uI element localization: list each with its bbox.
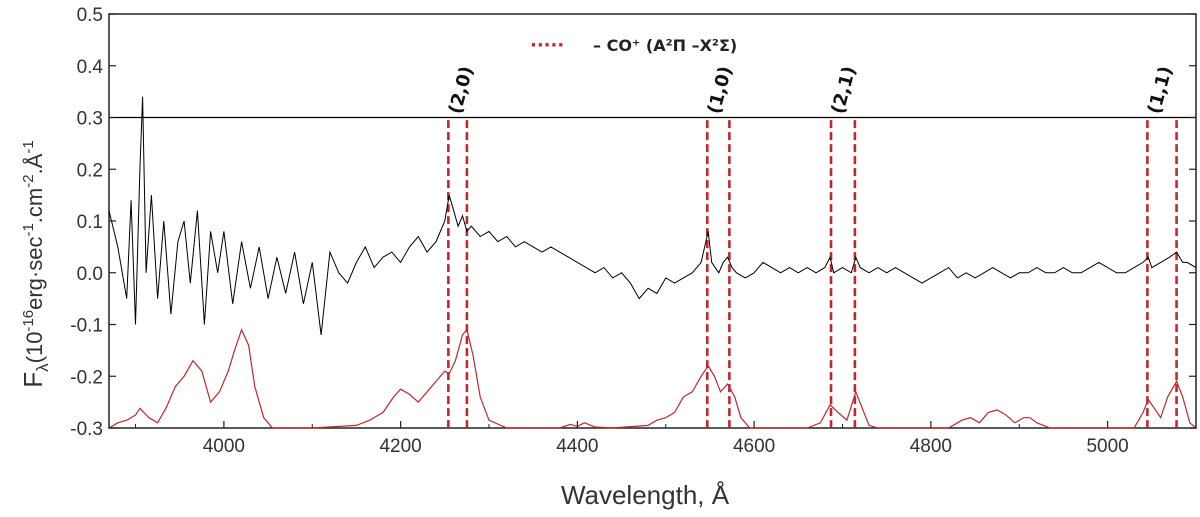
- y-tick-label: -0.1: [70, 316, 103, 337]
- legend-label: – CO⁺ (A²Π –X²Σ): [593, 36, 737, 55]
- band-label: (1,1): [1144, 64, 1177, 116]
- legend-dash-marker: ·····: [530, 35, 564, 56]
- x-axis: 4000 4200 4400 4600 4800 5000: [135, 421, 1197, 457]
- band-label: (2,0): [445, 64, 478, 116]
- x-tick-label: 4600: [733, 436, 775, 457]
- y-tick-label: 0.5: [77, 5, 103, 26]
- x-tick-label: 5000: [1086, 436, 1128, 457]
- y-tick-label: 0.4: [77, 57, 104, 78]
- y-tick-label: 0.1: [77, 212, 103, 233]
- y-tick-label: -0.3: [70, 419, 103, 440]
- y-axis: -0.3 -0.2 -0.1 0.0 0.1 0.2 0.3 0.4 0.5: [70, 5, 1196, 440]
- y-tick-label: 0.3: [77, 109, 103, 130]
- observed-spectrum-line: [108, 96, 1197, 335]
- x-axis-title: Wavelength, Å: [561, 480, 730, 510]
- x-tick-label: 4200: [379, 436, 421, 457]
- legend: ····· – CO⁺ (A²Π –X²Σ): [530, 35, 737, 56]
- y-tick-label: 0.2: [77, 160, 103, 181]
- plot-frame: [108, 13, 1197, 429]
- y-tick-label: 0.0: [77, 264, 103, 285]
- band-lines: [447, 120, 1178, 428]
- x-tick-label: 4400: [556, 436, 598, 457]
- y-tick-label: -0.2: [70, 367, 103, 388]
- x-tick-label: 4800: [910, 436, 952, 457]
- band-label: (2,1): [828, 64, 861, 116]
- band-labels: (2,0) (1,0) (2,1) (1,1): [445, 64, 1177, 116]
- model-spectrum-line: [108, 328, 1197, 429]
- y-axis-title: Fλ(10-16erg·sec-1.cm-2.Å-1: [18, 140, 52, 388]
- band-label: (1,0): [704, 64, 737, 116]
- x-tick-label: 4000: [203, 436, 245, 457]
